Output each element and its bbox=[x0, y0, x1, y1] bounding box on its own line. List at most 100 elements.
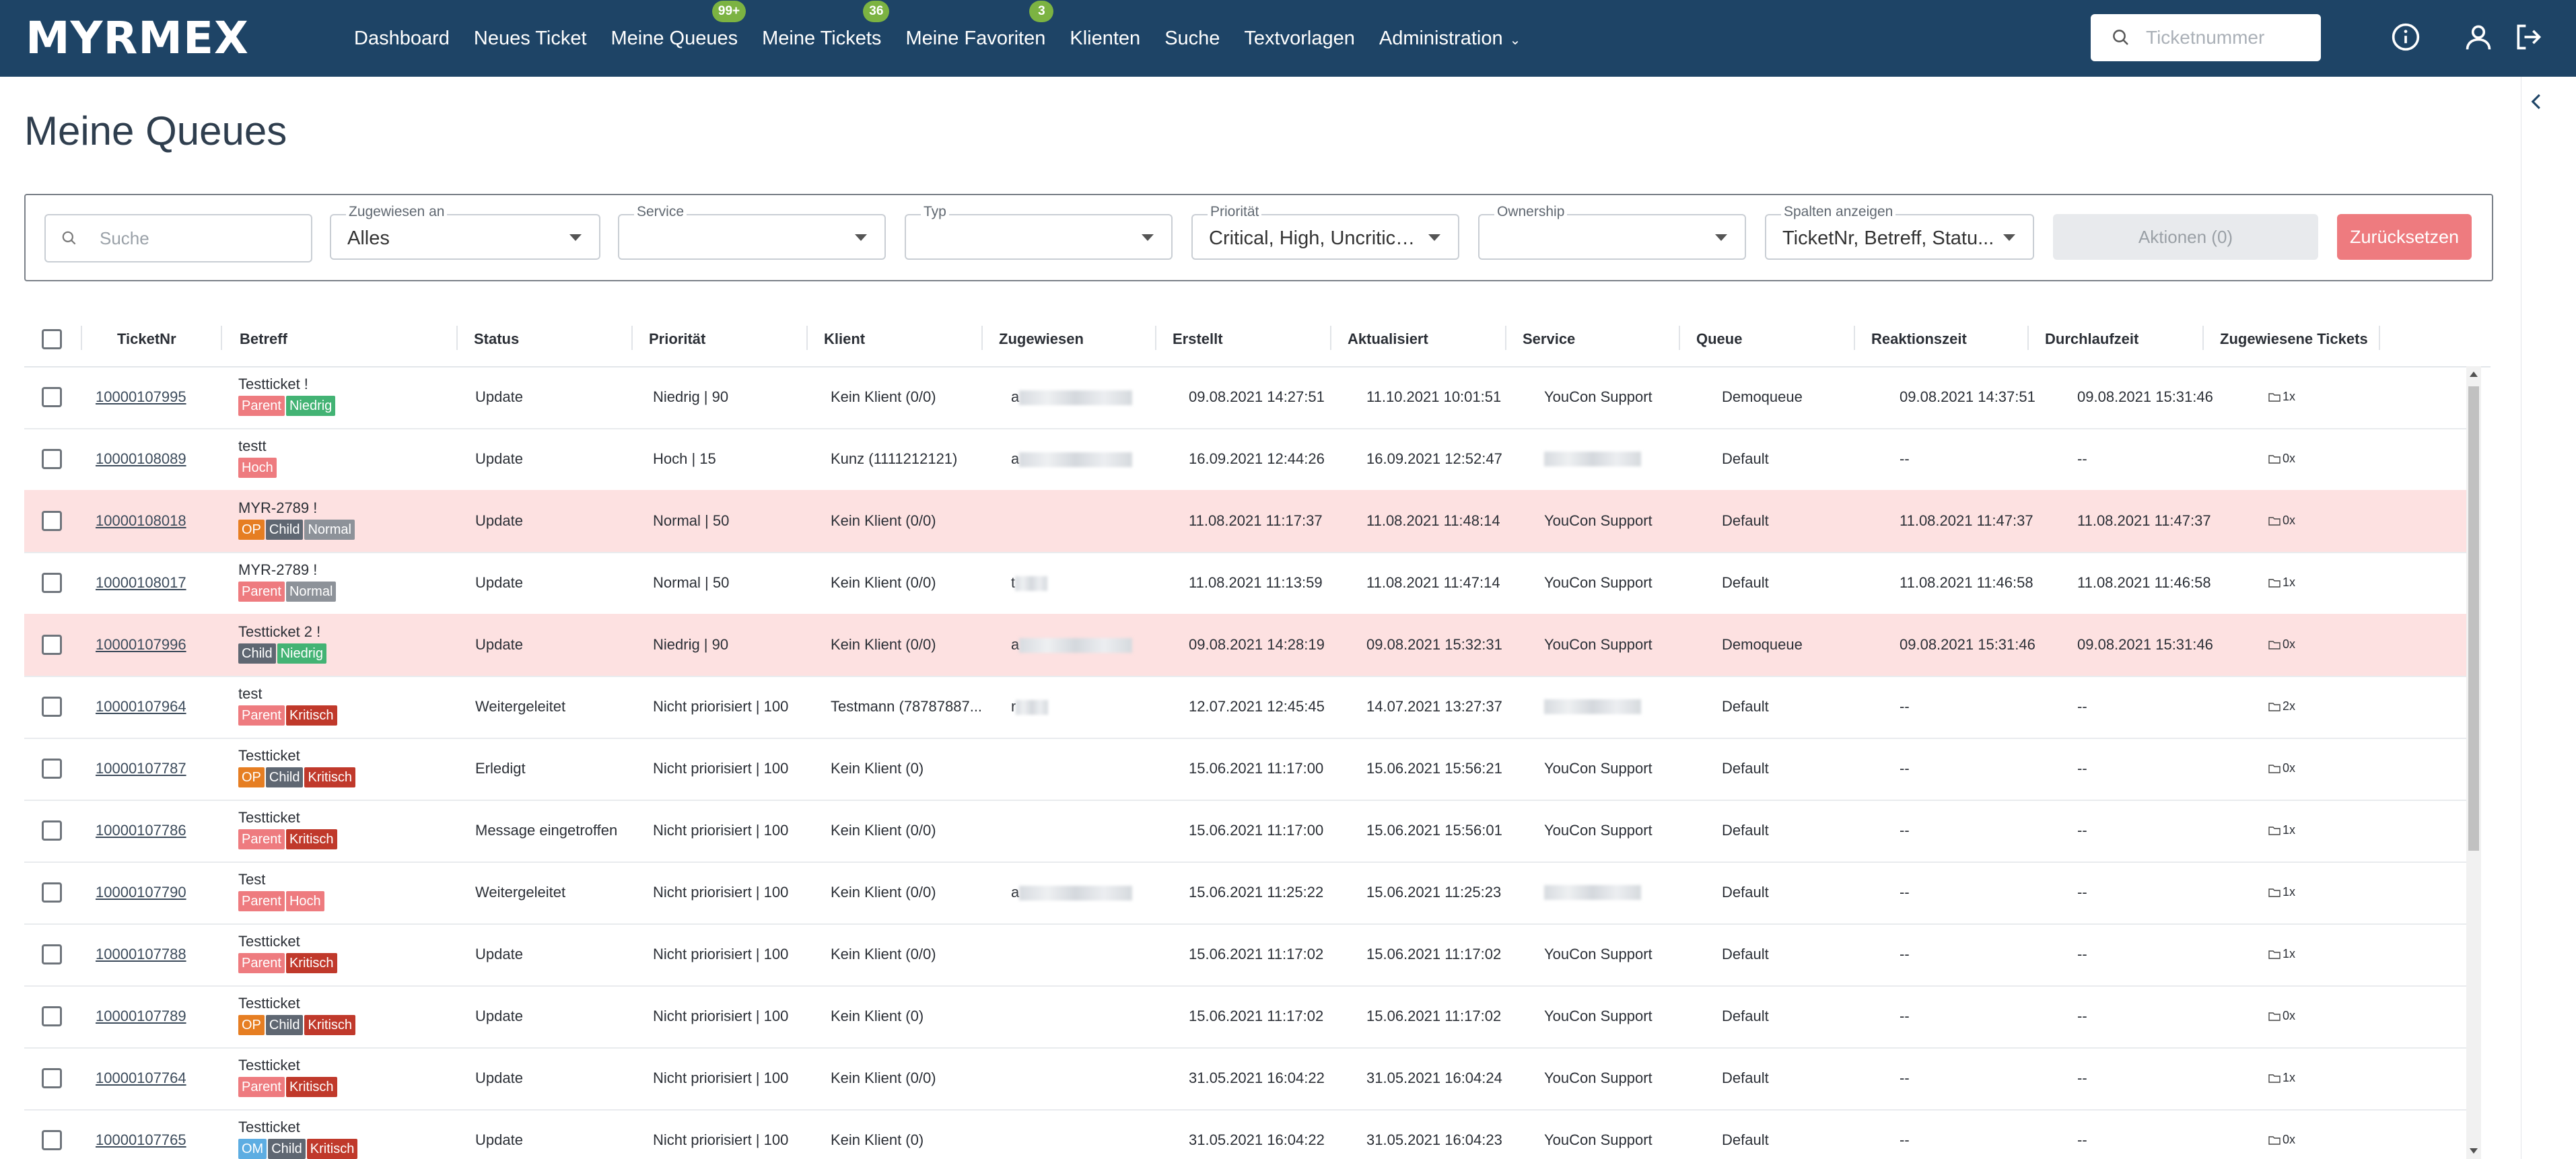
ticket-subject[interactable]: MYR-2789 ! Parent Normal bbox=[238, 561, 337, 602]
table-row[interactable]: 10000107765 Testticket OM Child Kritisch Upda… bbox=[24, 1109, 2469, 1159]
column-divider[interactable] bbox=[2379, 326, 2380, 350]
ticket-subject[interactable]: Testticket Parent Kritisch bbox=[238, 933, 339, 973]
ticket-number-link[interactable]: 10000107764 bbox=[96, 1069, 186, 1086]
row-checkbox[interactable] bbox=[42, 759, 62, 779]
scroll-up-icon[interactable] bbox=[2470, 372, 2478, 377]
column-header-zugewiesen[interactable]: Zugewiesen bbox=[999, 330, 1084, 347]
nav-item-meine-queues[interactable]: Meine Queues 99+ bbox=[611, 0, 746, 50]
ticket-subject[interactable]: Testticket Parent Kritisch bbox=[238, 809, 339, 849]
vertical-scrollbar[interactable] bbox=[2466, 366, 2481, 1159]
column-divider[interactable] bbox=[1330, 326, 1331, 350]
column-header-klient[interactable]: Klient bbox=[824, 330, 866, 347]
column-divider[interactable] bbox=[1155, 326, 1156, 350]
row-checkbox[interactable] bbox=[42, 820, 62, 841]
assigned-tickets-cell[interactable]: 1x bbox=[2268, 823, 2295, 837]
row-checkbox[interactable] bbox=[42, 635, 62, 655]
ticket-number-link[interactable]: 10000108018 bbox=[96, 512, 186, 529]
column-divider[interactable] bbox=[1679, 326, 1680, 350]
assigned-tickets-cell[interactable]: 1x bbox=[2268, 575, 2295, 590]
assigned-tickets-cell[interactable]: 0x bbox=[2268, 1009, 2295, 1023]
select-all-checkbox[interactable] bbox=[42, 329, 62, 349]
nav-item-neues-ticket[interactable]: Neues Ticket bbox=[474, 28, 587, 50]
row-checkbox[interactable] bbox=[42, 387, 62, 407]
row-checkbox[interactable] bbox=[42, 697, 62, 717]
ticket-subject[interactable]: test Parent Kritisch bbox=[238, 685, 339, 726]
column-header-durchlaufzeit[interactable]: Durchlaufzeit bbox=[2045, 330, 2139, 347]
column-header-priorität[interactable]: Priorität bbox=[649, 330, 706, 347]
reset-button[interactable]: Zurücksetzen bbox=[2337, 214, 2472, 260]
scrollbar-thumb[interactable] bbox=[2468, 386, 2479, 851]
row-checkbox[interactable] bbox=[42, 1068, 62, 1088]
column-divider[interactable] bbox=[2027, 326, 2029, 350]
assigned-tickets-cell[interactable]: 0x bbox=[2268, 452, 2295, 466]
table-row[interactable]: 10000107764 Testticket Parent Kritisch Updat… bbox=[24, 1047, 2469, 1111]
info-icon[interactable] bbox=[2391, 22, 2421, 52]
nav-item-meine-tickets[interactable]: Meine Tickets 36 bbox=[762, 0, 890, 50]
column-divider[interactable] bbox=[81, 326, 82, 350]
column-header-betreff[interactable]: Betreff bbox=[240, 330, 287, 347]
nav-item-administration[interactable]: Administration ⌄ bbox=[1379, 28, 1521, 50]
column-divider[interactable] bbox=[456, 326, 458, 350]
row-checkbox[interactable] bbox=[42, 573, 62, 593]
assigned-tickets-cell[interactable]: 1x bbox=[2268, 1071, 2295, 1085]
table-row[interactable]: 10000107790 Test Parent Hoch Weitergeleitet N… bbox=[24, 862, 2469, 925]
ticket-number-link[interactable]: 10000107996 bbox=[96, 636, 186, 653]
column-divider[interactable] bbox=[981, 326, 983, 350]
table-row[interactable]: 10000107786 Testticket Parent Kritisch Messa… bbox=[24, 800, 2469, 863]
column-header-status[interactable]: Status bbox=[474, 330, 520, 347]
assigned-tickets-cell[interactable]: 0x bbox=[2268, 761, 2295, 775]
column-header-reaktionszeit[interactable]: Reaktionszeit bbox=[1871, 330, 1967, 347]
row-checkbox[interactable] bbox=[42, 511, 62, 531]
ticket-subject[interactable]: Testticket 2 ! Child Niedrig bbox=[238, 623, 328, 664]
ticket-number-input[interactable] bbox=[2145, 26, 2316, 49]
app-logo[interactable]: MYRMEX bbox=[26, 12, 249, 64]
ticket-number-link[interactable]: 10000107786 bbox=[96, 822, 186, 839]
column-divider[interactable] bbox=[806, 326, 808, 350]
table-row[interactable]: 10000107787 Testticket OP Child Kritisch Erle… bbox=[24, 738, 2469, 801]
ticket-subject[interactable]: Testticket OP Child Kritisch bbox=[238, 747, 357, 787]
table-row[interactable]: 10000107996 Testticket 2 ! Child Niedrig Upd… bbox=[24, 614, 2469, 677]
ticket-number-link[interactable]: 10000107765 bbox=[96, 1131, 186, 1148]
user-icon[interactable] bbox=[2464, 22, 2493, 52]
ticket-subject[interactable]: Testticket ! Parent Niedrig bbox=[238, 376, 337, 416]
logout-icon[interactable] bbox=[2513, 22, 2543, 52]
ticket-subject[interactable]: MYR-2789 ! OP Child Normal bbox=[238, 499, 356, 540]
assigned-tickets-cell[interactable]: 0x bbox=[2268, 1133, 2295, 1147]
ticket-subject[interactable]: Testticket Parent Kritisch bbox=[238, 1057, 339, 1097]
row-checkbox[interactable] bbox=[42, 1130, 62, 1150]
search-input[interactable] bbox=[98, 227, 303, 250]
ticket-number-link[interactable]: 10000107789 bbox=[96, 1008, 186, 1024]
assigned-tickets-cell[interactable]: 0x bbox=[2268, 514, 2295, 528]
nav-item-dashboard[interactable]: Dashboard bbox=[354, 28, 450, 50]
row-checkbox[interactable] bbox=[42, 944, 62, 964]
assigned-tickets-cell[interactable]: 1x bbox=[2268, 885, 2295, 899]
ticket-subject[interactable]: Testticket OP Child Kritisch bbox=[238, 995, 357, 1035]
column-divider[interactable] bbox=[631, 326, 633, 350]
ticket-number-link[interactable]: 10000108089 bbox=[96, 450, 186, 467]
ticket-number-link[interactable]: 10000107995 bbox=[96, 388, 186, 405]
assigned-tickets-cell[interactable]: 0x bbox=[2268, 637, 2295, 652]
column-header-erstellt[interactable]: Erstellt bbox=[1173, 330, 1223, 347]
assigned-tickets-cell[interactable]: 1x bbox=[2268, 390, 2295, 404]
ticket-number-link[interactable]: 10000107964 bbox=[96, 698, 186, 715]
service-select[interactable]: Service bbox=[618, 204, 886, 260]
column-header-zugewiesene-tickets[interactable]: Zugewiesene Tickets bbox=[2220, 330, 2368, 347]
table-row[interactable]: 10000107788 Testticket Parent Kritisch Updat… bbox=[24, 923, 2469, 987]
ownership-select[interactable]: Ownership bbox=[1478, 204, 1746, 260]
scroll-down-icon[interactable] bbox=[2470, 1148, 2478, 1154]
table-row[interactable]: 10000108018 MYR-2789 ! OP Child Normal Update… bbox=[24, 490, 2469, 553]
actions-button[interactable]: Aktionen (0) bbox=[2053, 214, 2318, 260]
row-checkbox[interactable] bbox=[42, 449, 62, 469]
table-row[interactable]: 10000108089 testt Hoch Update Hoch | 15 Kunz … bbox=[24, 428, 2469, 491]
nav-item-suche[interactable]: Suche bbox=[1164, 28, 1220, 50]
table-row[interactable]: 10000107964 test Parent Kritisch Weitergelei… bbox=[24, 676, 2469, 739]
assigned-select[interactable]: Zugewiesen an Alles bbox=[330, 204, 600, 260]
nav-item-meine-favoriten[interactable]: Meine Favoriten 3 bbox=[905, 0, 1054, 50]
column-divider[interactable] bbox=[2202, 326, 2204, 350]
column-header-ticketnr[interactable]: TicketNr bbox=[117, 330, 176, 347]
row-checkbox[interactable] bbox=[42, 882, 62, 903]
column-header-service[interactable]: Service bbox=[1523, 330, 1576, 347]
assigned-tickets-cell[interactable]: 2x bbox=[2268, 699, 2295, 713]
ticket-number-link[interactable]: 10000107788 bbox=[96, 946, 186, 962]
ticket-subject[interactable]: Testticket OM Child Kritisch bbox=[238, 1119, 359, 1159]
